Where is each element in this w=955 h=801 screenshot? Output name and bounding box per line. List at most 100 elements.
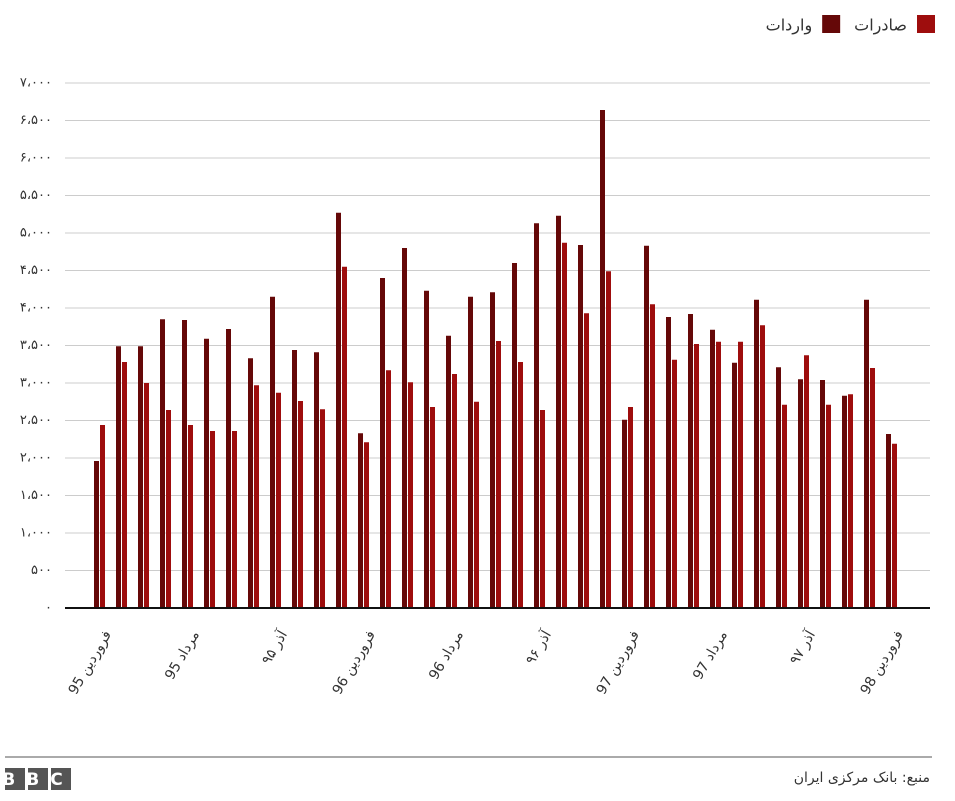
bar [760, 325, 765, 608]
bar [320, 409, 325, 608]
x-tick-label: مرداد 97 [690, 628, 731, 683]
bar [232, 431, 237, 608]
bar [188, 425, 193, 608]
bar [716, 341, 721, 608]
x-tick-label: آذر ۹۷ [786, 627, 819, 668]
bar [166, 410, 171, 608]
bar [562, 242, 567, 608]
x-tick-label: فروردین 97 [594, 628, 643, 698]
bar [276, 392, 281, 608]
x-tick-label: فروردین 95 [66, 628, 115, 698]
bar [210, 431, 215, 608]
bar [848, 394, 853, 608]
bar [798, 379, 803, 608]
legend-swatch [822, 15, 841, 33]
logo: BBC [2, 768, 73, 790]
bar [248, 358, 253, 608]
bar [298, 401, 303, 608]
bar [600, 110, 605, 608]
bar [424, 290, 429, 608]
bar [820, 380, 825, 608]
bar [826, 404, 831, 608]
bar [782, 404, 787, 608]
bar [644, 245, 649, 608]
x-tick-label: آذر ۹۶ [522, 627, 555, 668]
bar [430, 407, 435, 608]
y-tick-label: ۴،۰۰۰ [20, 301, 52, 316]
bar [364, 442, 369, 608]
bar [496, 341, 501, 608]
y-tick-label: ۳،۰۰۰ [20, 376, 52, 391]
y-tick-label: ۶،۰۰۰ [20, 151, 52, 166]
bar [842, 395, 847, 608]
bar [380, 278, 385, 608]
bar [270, 296, 275, 608]
x-tick-label: مرداد 96 [426, 628, 467, 683]
logo-text: BBC [2, 770, 73, 790]
source: منبع: بانک مرکزی ایران [794, 770, 930, 786]
bar [100, 425, 105, 608]
bar [204, 338, 209, 608]
bar [694, 344, 699, 608]
bar [738, 341, 743, 608]
bar [358, 433, 363, 608]
bar [886, 434, 891, 608]
x-tick-label: فروردین 98 [858, 628, 907, 698]
bar [578, 245, 583, 608]
bar [892, 443, 897, 608]
y-tick-label: ۶،۵۰۰ [20, 113, 52, 128]
y-tick-label: ۵۰۰ [31, 563, 52, 578]
bar [474, 401, 479, 608]
bar [144, 383, 149, 608]
bar [452, 374, 457, 608]
bar [584, 313, 589, 608]
bar [864, 299, 869, 608]
bar [672, 359, 677, 608]
y-tick-label: ۵،۵۰۰ [20, 188, 52, 203]
bar [606, 271, 611, 608]
bar [518, 362, 523, 608]
bar [314, 352, 319, 608]
y-tick-label: ۱،۵۰۰ [20, 488, 52, 503]
y-tick-label: ۵،۰۰۰ [20, 226, 52, 241]
y-tick-label: ۲،۰۰۰ [20, 451, 52, 466]
y-tick-label: ۰ [45, 601, 52, 616]
y-tick-label: ۱،۰۰۰ [20, 526, 52, 541]
bar [226, 329, 231, 608]
x-tick-label: فروردین 96 [330, 628, 379, 698]
bar [468, 296, 473, 608]
bar [870, 368, 875, 608]
bar [776, 367, 781, 608]
bar [122, 362, 127, 608]
bar [534, 223, 539, 608]
bar [446, 335, 451, 608]
bar [292, 350, 297, 608]
legend-label: واردات [766, 16, 813, 36]
bar [116, 346, 121, 608]
bar [710, 329, 715, 608]
y-tick-label: ۲،۵۰۰ [20, 413, 52, 428]
bar [622, 419, 627, 608]
legend-swatch [917, 15, 935, 33]
x-tick-label: آذر ۹۵ [258, 627, 291, 668]
bar [650, 304, 655, 608]
bar [402, 248, 407, 608]
bar [540, 410, 545, 608]
y-tick-label: ۷،۰۰۰ [20, 76, 52, 91]
bar [408, 382, 413, 608]
bar [160, 319, 165, 608]
bar [94, 461, 99, 608]
bar [804, 355, 809, 608]
bar [138, 346, 143, 608]
y-tick-label: ۳،۵۰۰ [20, 338, 52, 353]
bar [386, 370, 391, 608]
bar [732, 362, 737, 608]
bar [688, 314, 693, 608]
x-tick-label: مرداد 95 [162, 628, 203, 683]
bar [556, 215, 561, 608]
bar [628, 407, 633, 608]
bar [254, 385, 259, 608]
bar [342, 266, 347, 608]
legend-label: صادرات [854, 16, 907, 36]
